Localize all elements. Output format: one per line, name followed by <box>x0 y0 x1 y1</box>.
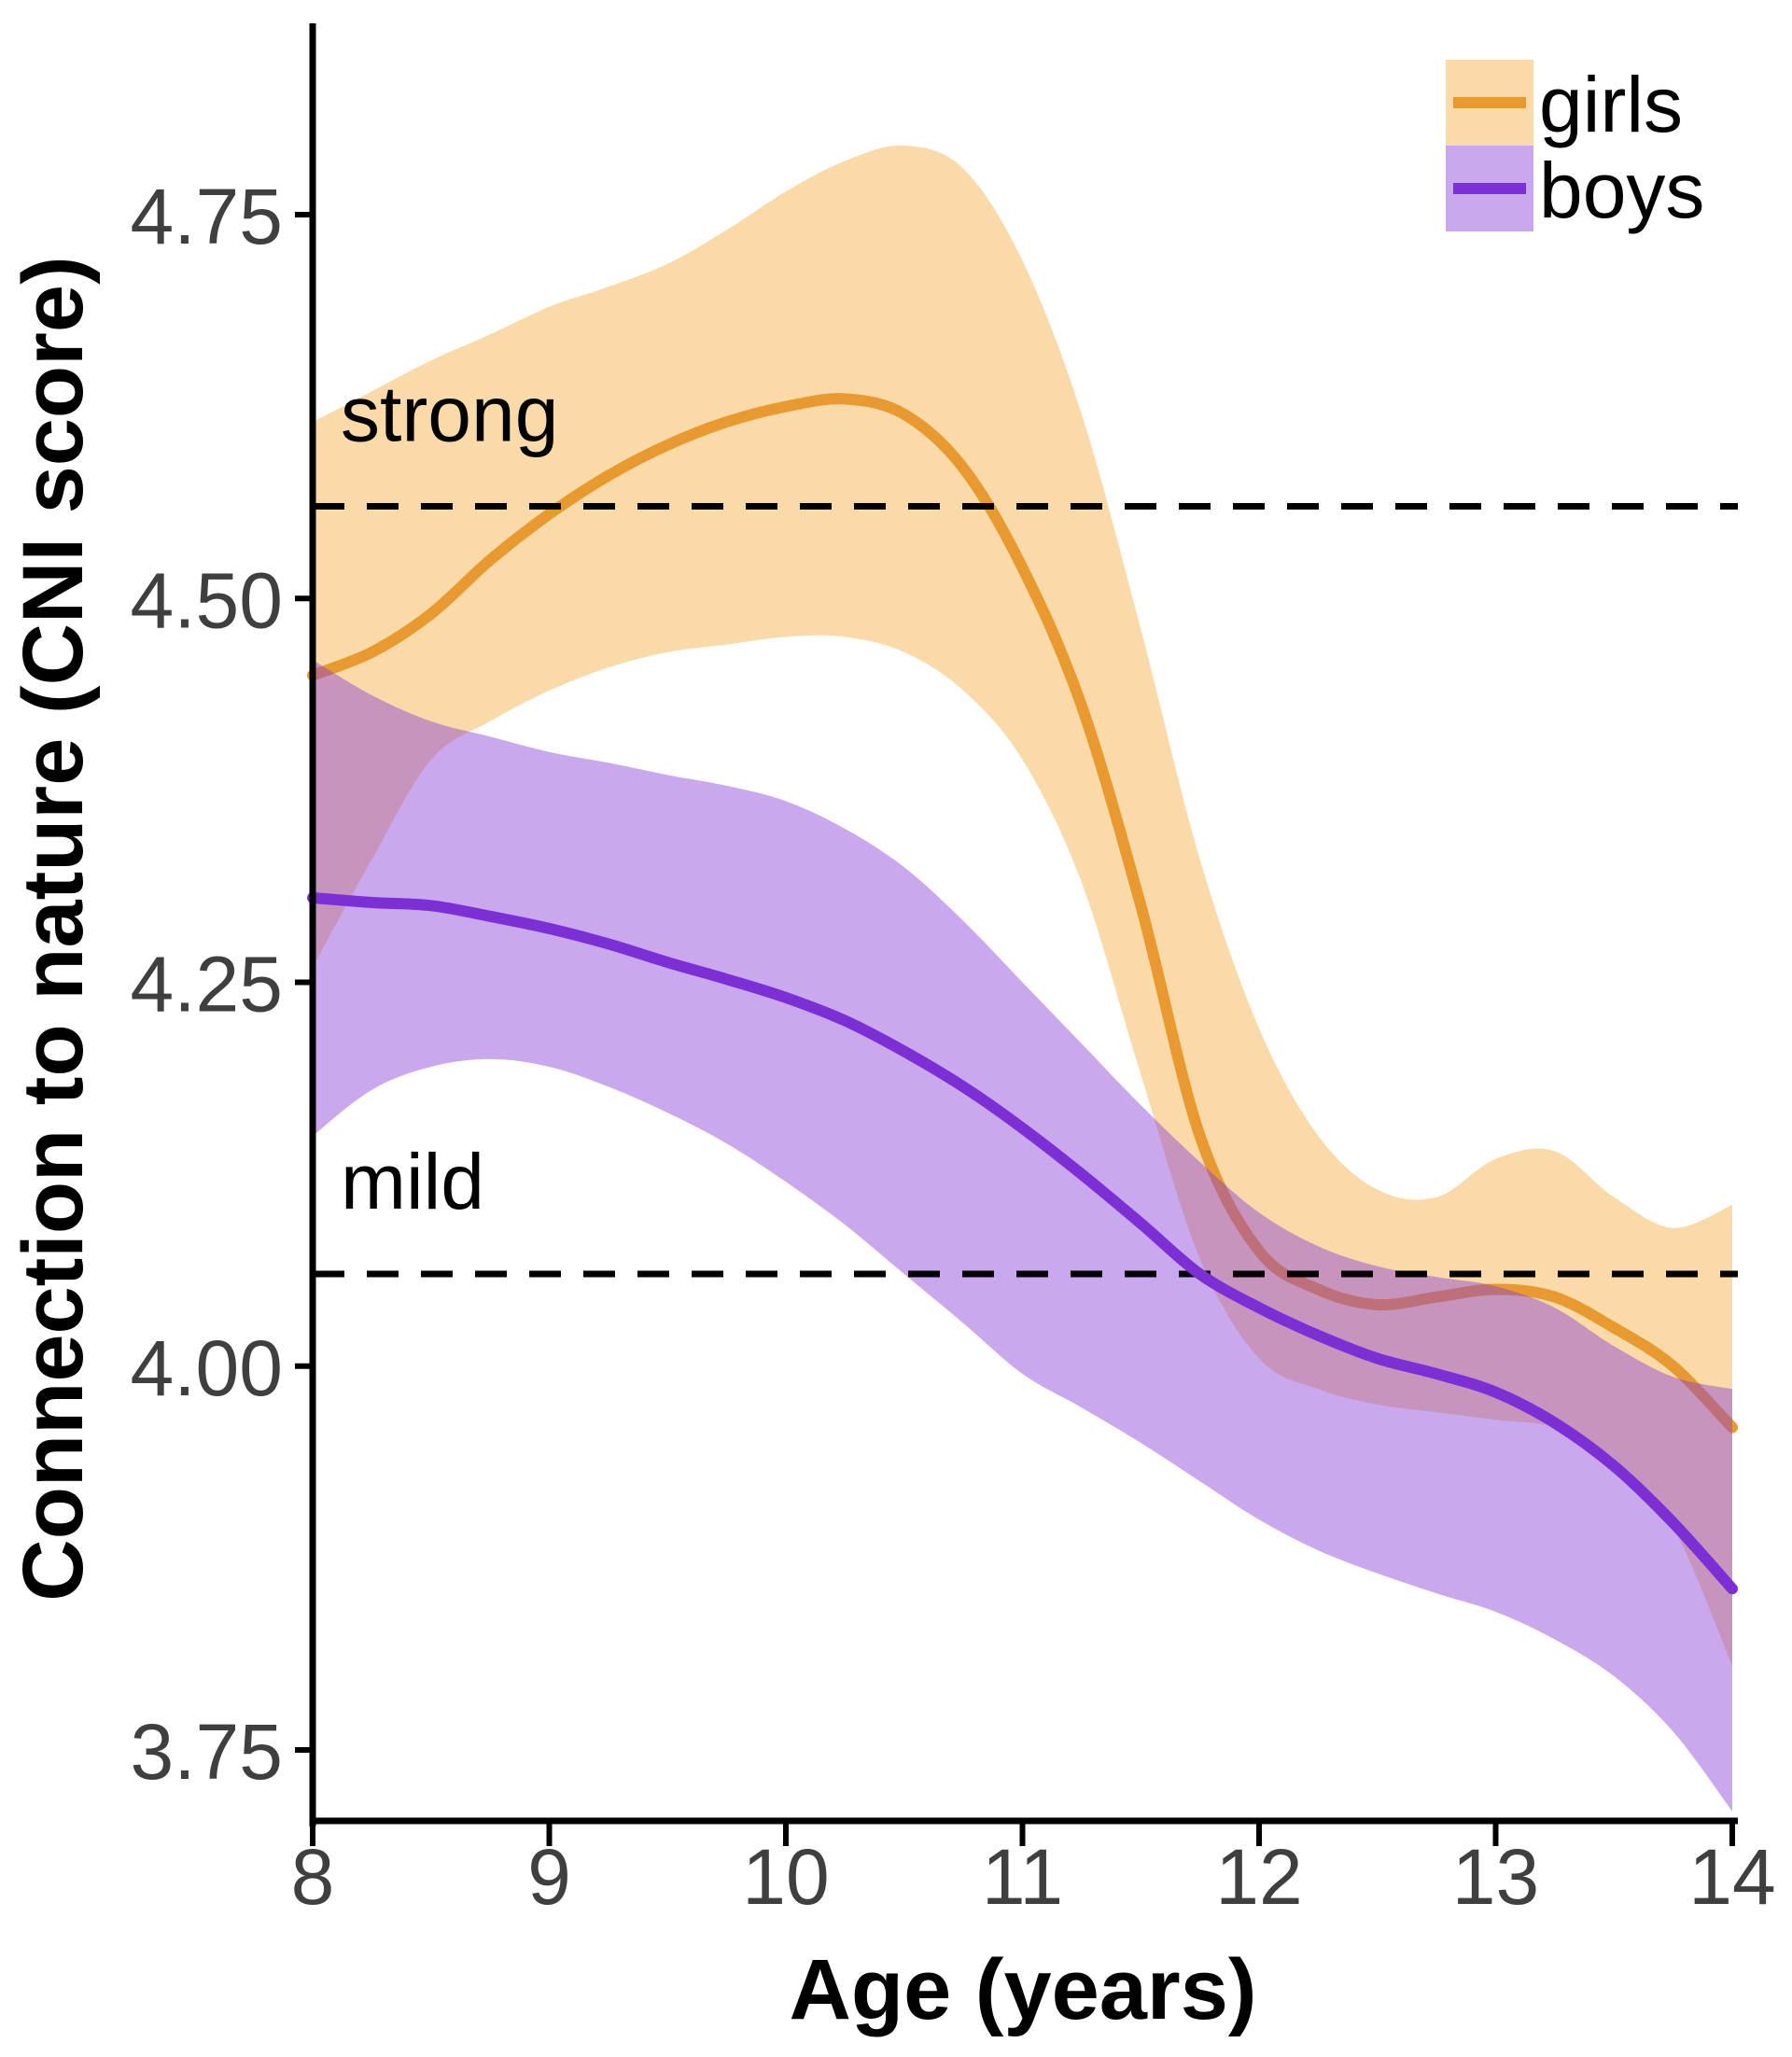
x-axis-ticks: 8 9 10 11 12 13 14 <box>291 1821 1776 1921</box>
plot-area: strong mild <box>307 145 1738 1812</box>
x-tick-label: 11 <box>982 1833 1063 1921</box>
legend-label-girls: girls <box>1539 61 1683 148</box>
y-axis-title: Connection to nature (CNI score) <box>6 256 101 1601</box>
x-tick-label: 10 <box>742 1833 829 1921</box>
x-tick-label: 8 <box>291 1833 335 1921</box>
legend-item-girls: girls <box>1446 60 1683 148</box>
x-tick-label: 13 <box>1452 1833 1539 1921</box>
threshold-label-mild: mild <box>341 1138 484 1225</box>
boys-confidence-ribbon <box>313 660 1732 1812</box>
x-axis-title: Age (years) <box>789 1942 1256 2037</box>
x-tick-label: 14 <box>1688 1833 1775 1921</box>
girls-line <box>307 393 1738 1434</box>
legend-label-boys: boys <box>1539 147 1704 234</box>
y-tick-label: 4.25 <box>131 941 284 1028</box>
y-tick-label: 4.75 <box>131 173 284 260</box>
y-axis-ticks: 4.75 4.50 4.25 4.00 3.75 <box>131 173 313 1796</box>
girls-confidence-ribbon <box>313 145 1732 1666</box>
y-tick-label: 3.75 <box>131 1708 284 1796</box>
legend: girls boys <box>1446 60 1704 234</box>
axes: 4.75 4.50 4.25 4.00 3.75 8 9 10 11 12 13 14 Connec… <box>6 23 1776 2037</box>
y-tick-label: 4.50 <box>131 556 284 644</box>
boys-line <box>307 892 1738 1595</box>
legend-item-boys: boys <box>1446 146 1704 234</box>
x-tick-label: 9 <box>527 1833 571 1921</box>
y-tick-label: 4.00 <box>131 1324 284 1412</box>
x-tick-label: 12 <box>1215 1833 1302 1921</box>
threshold-label-strong: strong <box>341 371 558 458</box>
